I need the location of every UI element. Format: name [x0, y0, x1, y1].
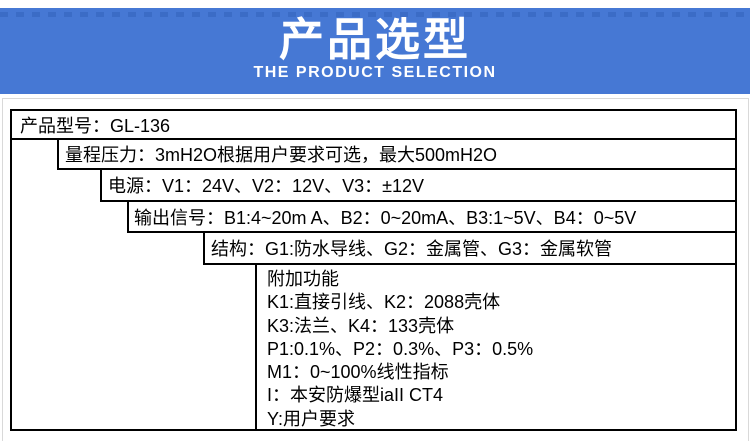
additional-line: I：本安防爆型iaII CT4 [267, 385, 444, 406]
row-output-signal-label: 输出信号：B1:4~20m A、B2：0~20mA、B3:1~5V、B4：0~5… [134, 207, 637, 228]
row-range-pressure: 量程压力：3mH2O根据用户要求可选，最大500mH2O [57, 138, 737, 170]
diagram-outline [10, 120, 257, 431]
additional-line-title: 附加功能 [267, 269, 339, 289]
additional-line: Y:用户要求 [267, 408, 356, 429]
additional-line: P1:0.1%、P2：0.3%、P3：0.5% [267, 338, 534, 359]
row-product-model: 产品型号：GL-136 [10, 109, 737, 140]
additional-line: K1:直接引线、K2：2088壳体 [267, 292, 501, 313]
additional-line: K3:法兰、K4：133壳体 [267, 315, 455, 336]
banner-header: 产品选型 THE PRODUCT SELECTION [0, 8, 750, 94]
row-power-supply-label: 电源：V1：24V、V2：12V、V3：±12V [108, 176, 425, 196]
row-structure: 结构：G1:防水导线、G2：金属管、G3：金属软管 [203, 231, 737, 265]
row-output-signal: 输出信号：B1:4~20m A、B2：0~20mA、B3:1~5V、B4：0~5… [127, 200, 737, 233]
additional-line: M1：0~100%线性指标 [267, 362, 449, 383]
row-product-model-label: 产品型号：GL-136 [20, 115, 171, 136]
page-subtitle: THE PRODUCT SELECTION [253, 64, 497, 81]
additional-functions-box: 附加功能 K1:直接引线、K2：2088壳体 K3:法兰、K4：133壳体 P1… [255, 263, 737, 431]
page-title: 产品选型 [278, 14, 471, 65]
row-structure-label: 结构：G1:防水导线、G2：金属管、G3：金属软管 [211, 239, 613, 259]
row-power-supply: 电源：V1：24V、V2：12V、V3：±12V [100, 168, 737, 202]
row-range-pressure-label: 量程压力：3mH2O根据用户要求可选，最大500mH2O [65, 145, 498, 165]
banner-dash-decoration [0, 12, 750, 17]
